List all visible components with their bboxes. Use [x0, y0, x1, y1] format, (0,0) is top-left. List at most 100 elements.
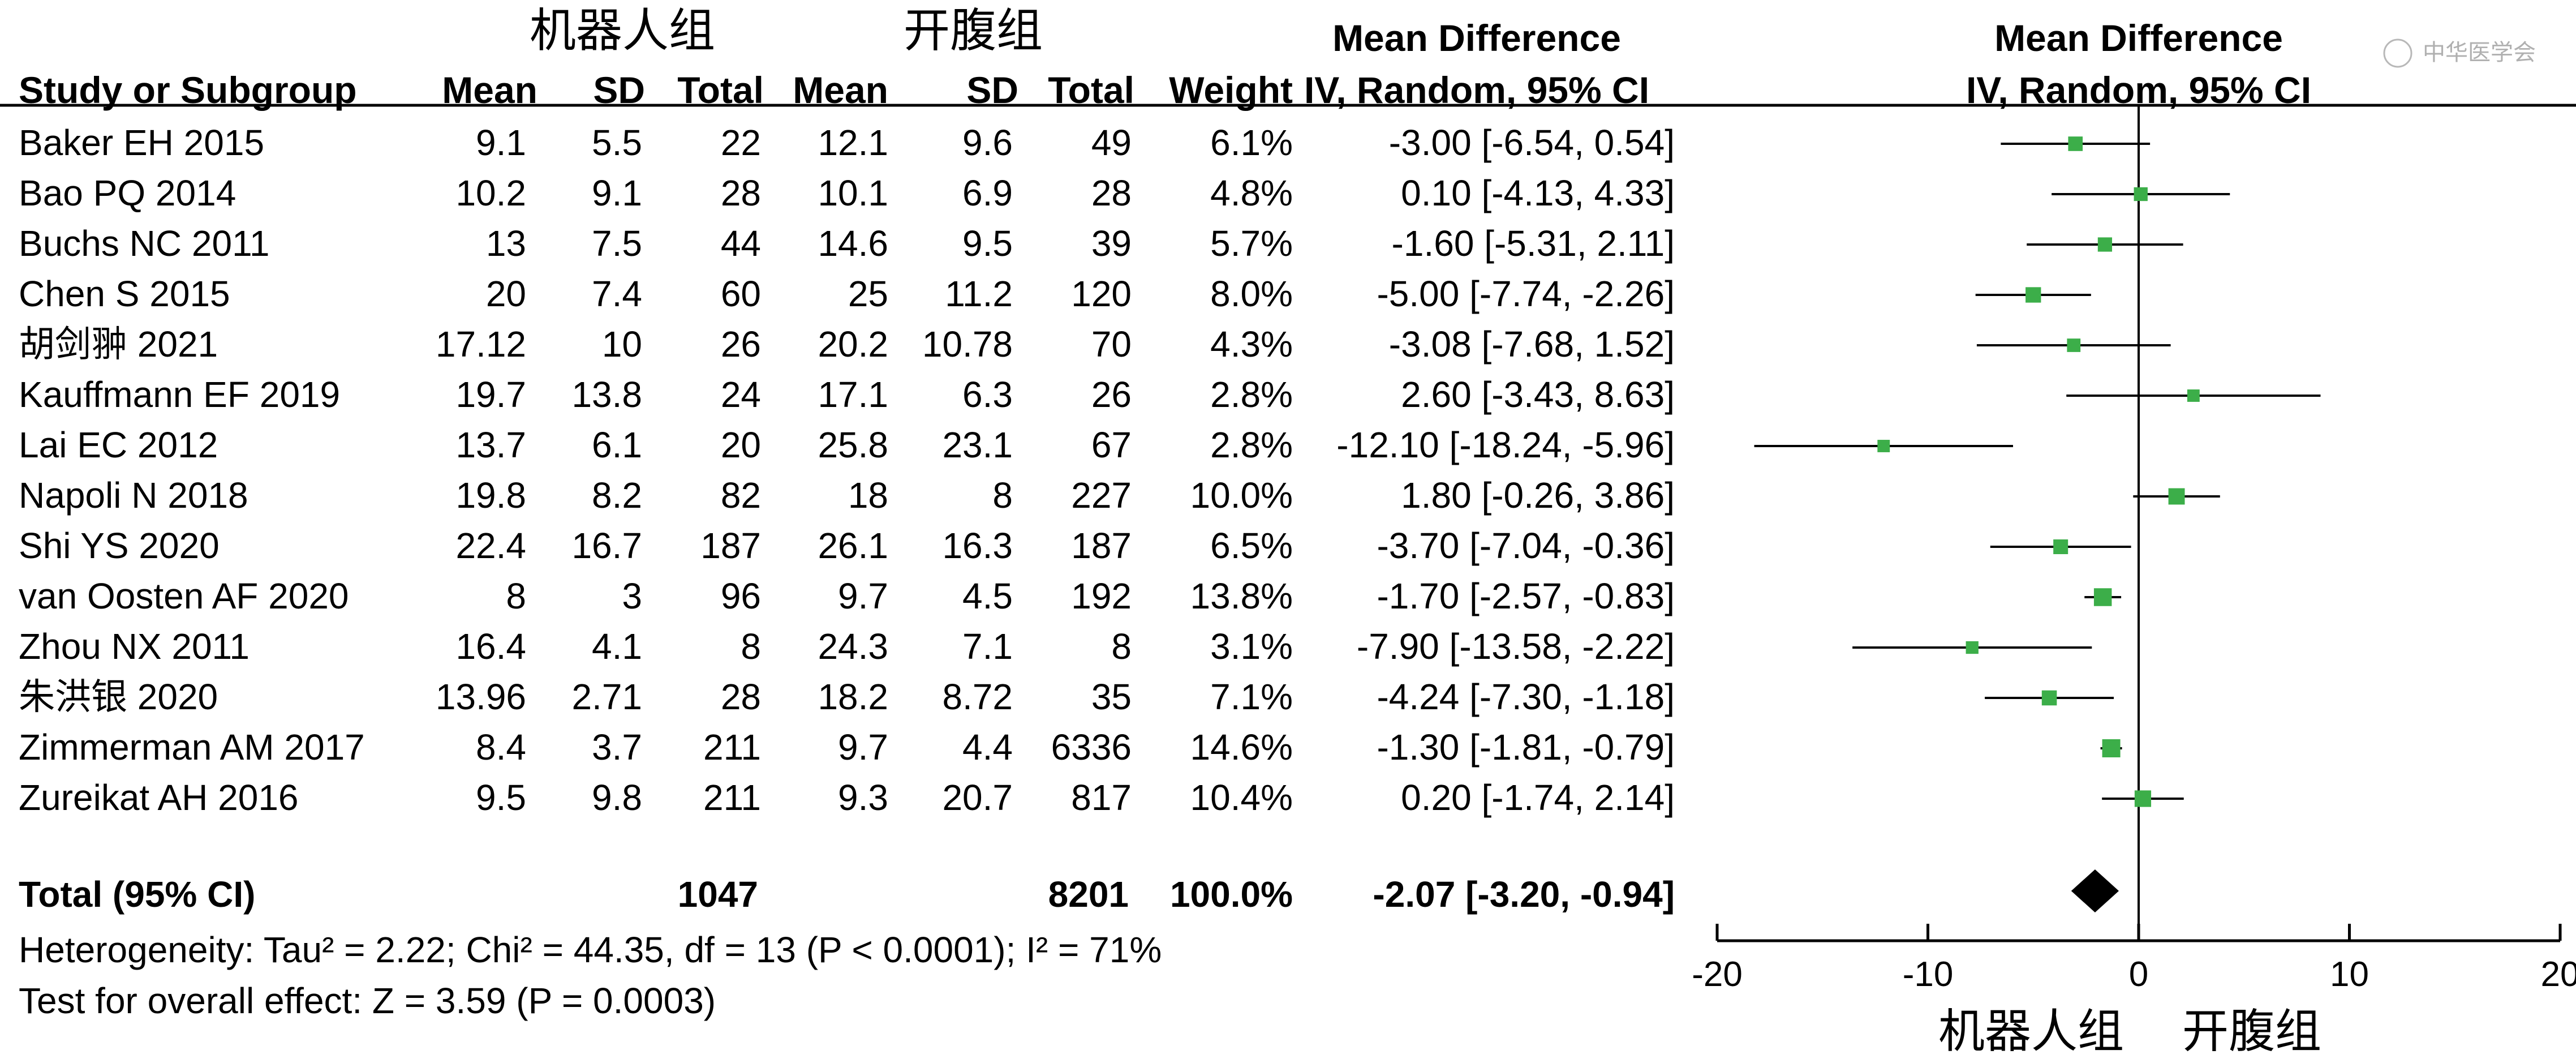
ctl-total-cell: 39 — [1091, 223, 1132, 264]
study-name: Bao PQ 2014 — [19, 173, 236, 213]
exp-mean-cell: 13 — [486, 223, 526, 264]
plot-column-title: Mean Difference — [1994, 17, 2283, 59]
md-column-title: Mean Difference — [1332, 17, 1621, 59]
study-point-marker — [2053, 539, 2068, 555]
weight-cell: 6.1% — [1210, 122, 1293, 163]
ctl-total-cell: 28 — [1091, 173, 1132, 213]
weight-cell: 13.8% — [1190, 576, 1293, 616]
x-axis-tick-label: 20 — [2541, 955, 2576, 994]
ci-text-cell: 0.10 [-4.13, 4.33] — [1401, 173, 1675, 213]
exp-mean-cell: 20 — [486, 273, 526, 314]
ctl-sd-cell: 8 — [992, 475, 1013, 516]
study-name: Zhou NX 2011 — [19, 626, 250, 667]
ctl-mean-cell: 9.7 — [838, 576, 888, 616]
table-row: Buchs NC 2011 13 7.5 44 14.6 9.5 39 5.7% -1.60 [… — [19, 223, 1675, 264]
exp-total-cell: 44 — [721, 223, 761, 264]
pooled-diamond — [2071, 869, 2119, 912]
ctl-mean-cell: 18 — [848, 475, 888, 516]
exp-mean-cell: 9.1 — [476, 122, 526, 163]
exp-total-cell: 187 — [700, 525, 761, 566]
ctl-total-cell: 8 — [1111, 626, 1132, 667]
table-row: Bao PQ 2014 10.2 9.1 28 10.1 6.9 28 4.8% 0.10 [-… — [19, 173, 1675, 213]
study-name: Napoli N 2018 — [19, 475, 248, 516]
table-row: Kauffmann EF 2019 19.7 13.8 24 17.1 6.3 26 2.8%… — [19, 374, 1675, 415]
study-point-marker — [2093, 588, 2112, 606]
ctl-mean-cell: 12.1 — [818, 122, 888, 163]
table-row: Napoli N 2018 19.8 8.2 82 18 8 227 10.0% 1.80 [-… — [19, 475, 1675, 516]
ci-text-cell: -3.70 [-7.04, -0.36] — [1377, 525, 1675, 566]
exp-mean-cell: 8.4 — [476, 727, 526, 768]
study-point-marker — [2041, 690, 2057, 706]
study-name: Shi YS 2020 — [19, 525, 220, 566]
exp-sd-cell: 16.7 — [571, 525, 642, 566]
ci-text-cell: -5.00 [-7.74, -2.26] — [1377, 273, 1675, 314]
ctl-total-cell: 227 — [1071, 475, 1132, 516]
ctl-mean-cell: 20.2 — [818, 324, 888, 365]
study-name: Buchs NC 2011 — [19, 223, 270, 264]
exp-mean-cell: 10.2 — [455, 173, 526, 213]
ctl-sd-cell: 16.3 — [942, 525, 1013, 566]
ctl-mean-cell: 9.7 — [838, 727, 888, 768]
favours-right-label: 开腹组 — [2182, 1006, 2321, 1057]
study-point-marker — [2134, 790, 2152, 807]
study-point-marker — [2025, 287, 2041, 303]
exp-mean-cell: 13.7 — [455, 425, 526, 465]
exp-mean-cell: 8 — [506, 576, 526, 616]
study-name: Baker EH 2015 — [19, 122, 264, 163]
exp-mean-cell: 17.12 — [436, 324, 526, 365]
exp-total-cell: 22 — [721, 122, 761, 163]
exp-total-cell: 96 — [721, 576, 761, 616]
exp-total-cell: 28 — [721, 676, 761, 717]
ctl-total-cell: 6336 — [1051, 727, 1132, 768]
exp-sd-cell: 9.1 — [592, 173, 642, 213]
ctl-total-cell: 67 — [1091, 425, 1132, 465]
ctl-mean-cell: 18.2 — [818, 676, 888, 717]
study-point-marker — [1877, 440, 1890, 452]
exp-total-cell: 211 — [703, 727, 761, 768]
exp-sd-cell: 13.8 — [571, 374, 642, 415]
watermark-text: 中华医学会 — [2423, 40, 2536, 66]
exp-total-cell: 211 — [703, 777, 761, 818]
exp-sd-cell: 9.8 — [592, 777, 642, 818]
exp-mean-cell: 19.7 — [455, 374, 526, 415]
exp-sd-cell: 6.1 — [592, 425, 642, 465]
exp-sd-cell: 7.5 — [592, 223, 642, 264]
study-rows: Baker EH 2015 9.1 5.5 22 12.1 9.6 49 6.1% -3.00 … — [19, 122, 1675, 818]
study-point-marker — [1966, 641, 1979, 654]
table-row: Zhou NX 2011 16.4 4.1 8 24.3 7.1 8 3.1% -7.90 [-… — [19, 626, 1675, 667]
exp-sd-cell: 8.2 — [592, 475, 642, 516]
ci-text-cell: -3.08 [-7.68, 1.52] — [1389, 324, 1675, 365]
ctl-sd-cell: 9.6 — [962, 122, 1013, 163]
study-point-marker — [2067, 338, 2081, 352]
ctl-sd-cell: 7.1 — [962, 626, 1013, 667]
ctl-sd-cell: 6.9 — [962, 173, 1013, 213]
ctl-total-cell: 26 — [1091, 374, 1132, 415]
ci-text-cell: -1.60 [-5.31, 2.11] — [1392, 223, 1675, 264]
table-row: Shi YS 2020 22.4 16.7 187 26.1 16.3 187 6.5% -3.… — [19, 525, 1675, 566]
ctl-mean-cell: 25 — [848, 273, 888, 314]
exp-total-cell: 20 — [721, 425, 761, 465]
weight-cell: 4.8% — [1210, 173, 1293, 213]
table-row: Lai EC 2012 13.7 6.1 20 25.8 23.1 67 2.8% -12.10… — [19, 425, 1675, 465]
ci-text-cell: -4.24 [-7.30, -1.18] — [1377, 676, 1675, 717]
x-axis-tick-label: 10 — [2330, 955, 2369, 994]
ctl-total-cell: 49 — [1091, 122, 1132, 163]
exp-mean-cell: 22.4 — [455, 525, 526, 566]
study-point-marker — [2097, 237, 2113, 252]
study-point-marker — [2102, 739, 2121, 757]
exp-sd-cell: 5.5 — [592, 122, 642, 163]
ctl-total-cell: 120 — [1071, 273, 1132, 314]
study-name: Chen S 2015 — [19, 273, 230, 314]
ci-text-cell: -1.30 [-1.81, -0.79] — [1377, 727, 1675, 768]
exp-sd-cell: 4.1 — [592, 626, 642, 667]
ctl-sd-cell: 11.2 — [945, 273, 1013, 314]
ctl-total-cell: 35 — [1091, 676, 1132, 717]
x-axis-tick-label: -20 — [1692, 955, 1743, 994]
ctl-mean-cell: 17.1 — [818, 374, 888, 415]
ctl-mean-cell: 14.6 — [818, 223, 888, 264]
total-ctl-count: 8201 — [1048, 874, 1129, 915]
study-point-marker — [2168, 488, 2185, 505]
ctl-sd-cell: 9.5 — [962, 223, 1013, 264]
